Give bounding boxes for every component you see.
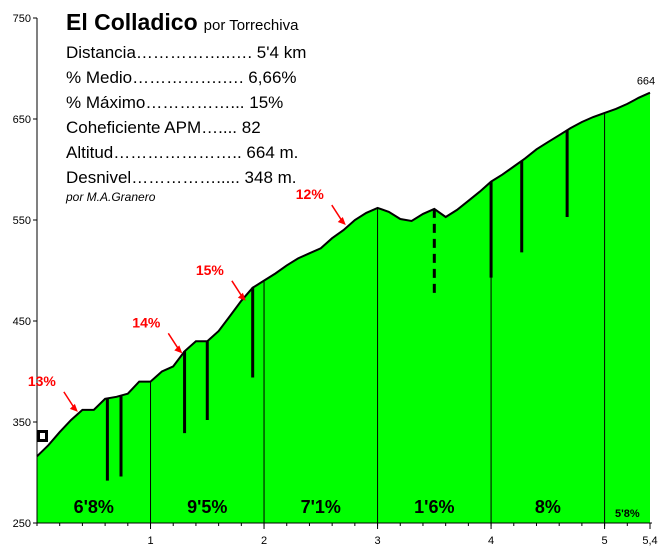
annotation-label: 15%	[196, 262, 225, 278]
stat-elevation-gain: Desnivel……………..... 348 m.	[66, 168, 297, 187]
annotations-layer: 13% 14% 15% 12% 664	[28, 76, 655, 412]
end-altitude-label: 664	[637, 76, 655, 88]
legend-symbol-inner	[40, 433, 45, 439]
segment-grade-label: 9'5%	[187, 497, 227, 517]
y-tick-label: 650	[13, 114, 31, 126]
segment-grade-label: 7'1%	[301, 497, 341, 517]
legend-marker	[37, 430, 48, 442]
route-title-line: El Colladico por Torrechiva	[66, 8, 306, 40]
segment-grade-label: 1'6%	[414, 497, 454, 517]
route-title: El Colladico	[66, 9, 198, 35]
x-tick-label: 3	[374, 535, 380, 547]
profile-area	[37, 92, 650, 523]
annotation-arrow-head	[337, 217, 346, 226]
stat-max-grade: % Máximo……………... 15%	[66, 93, 284, 112]
stat-distance: Distancia……………..…. 5'4 km	[66, 43, 307, 62]
author-credit: por M.A.Granero	[66, 190, 156, 204]
annotation-label: 13%	[28, 373, 57, 389]
route-info-panel: El Colladico por Torrechiva Distancia……………	[66, 8, 306, 204]
y-tick-label: 550	[13, 215, 31, 227]
y-tick-label: 750	[13, 13, 31, 25]
y-tick-label: 350	[13, 417, 31, 429]
route-subtitle: por Torrechiva	[203, 17, 299, 34]
stat-apm-coefficient: Coheficiente APM….... 82	[66, 118, 261, 137]
marker-lines-layer	[105, 130, 569, 481]
segment-grade-label: 6'8%	[74, 497, 114, 517]
annotation-arrow-head	[237, 292, 246, 301]
annotation-arrow-head	[174, 345, 183, 354]
annotation-label: 14%	[132, 314, 161, 330]
y-tick-label: 250	[13, 518, 31, 530]
stat-average-grade: % Medio…………….…. 6,66%	[66, 68, 297, 87]
x-tick-label: 1	[147, 535, 153, 547]
x-tick-label: 2	[261, 535, 267, 547]
annotation-arrow-head	[69, 403, 78, 412]
profile-line	[36, 91, 651, 458]
x-tick-label: 5	[602, 535, 608, 547]
stat-altitude: Altitud………………….. 664 m.	[66, 143, 299, 162]
annotation-label: 12%	[296, 186, 325, 202]
profile-area-layer	[36, 91, 651, 523]
x-tick-label: 4	[488, 535, 494, 547]
x-tick-label: 5,4	[642, 535, 657, 547]
segment-grade-label: 5'8%	[615, 508, 640, 520]
segment-grade-label: 8%	[535, 497, 561, 517]
y-tick-label: 450	[13, 316, 31, 328]
